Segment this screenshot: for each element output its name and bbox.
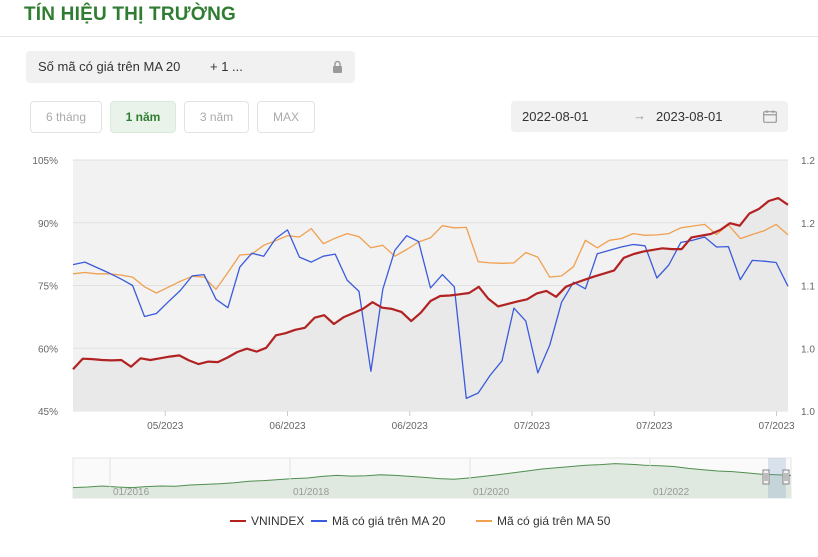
- market-signal-chart: 105% 90% 75% 60% 45% 1.2 1.2 1.1 1.0 1.0 05/2023…: [32, 156, 815, 528]
- indicator-select-value: Số mã có giá trên MA 20: [38, 59, 181, 74]
- legend-label: VNINDEX: [251, 514, 304, 528]
- x-tick-label: 07/2023: [758, 421, 795, 432]
- date-from[interactable]: 2022-08-01: [522, 109, 589, 124]
- y-tick-right: 1.0: [801, 407, 815, 418]
- y-tick-right: 1.0: [801, 344, 815, 355]
- navigator-tick-label: 01/2022: [653, 487, 690, 498]
- x-tick-label: 05/2023: [147, 421, 184, 432]
- navigator-selection: [768, 458, 786, 498]
- y-axis-right: 1.2 1.2 1.1 1.0 1.0: [801, 156, 815, 418]
- navigator-area: [73, 463, 791, 498]
- x-tick-label: 06/2023: [392, 421, 429, 432]
- header-divider: [0, 36, 818, 37]
- x-tick-label: 06/2023: [269, 421, 306, 432]
- period-3-years-button[interactable]: 3 năm: [184, 101, 249, 133]
- date-to[interactable]: 2023-08-01: [656, 109, 723, 124]
- calendar-icon[interactable]: [763, 110, 777, 123]
- navigator-tick-label: 01/2020: [473, 487, 510, 498]
- chart-series: [72, 196, 789, 400]
- y-tick-left: 105%: [32, 156, 58, 167]
- period-max-button[interactable]: MAX: [257, 101, 315, 133]
- y-tick-left: 60%: [38, 344, 58, 355]
- navigator-handle: [782, 469, 790, 485]
- legend-label: Mã có giá trên MA 50: [497, 514, 611, 528]
- indicator-select-more: + 1 ...: [210, 59, 243, 74]
- range-navigator[interactable]: 01/2016 01/2018 01/2020 01/2022: [72, 457, 792, 499]
- y-tick-left: 45%: [38, 407, 58, 418]
- y-tick-right: 1.2: [801, 219, 815, 230]
- y-tick-left: 75%: [38, 282, 58, 293]
- vnindex-area: [73, 198, 788, 411]
- period-1-year-button[interactable]: 1 năm: [110, 101, 176, 133]
- date-range-picker[interactable]: 2022-08-01 → 2023-08-01: [511, 101, 788, 132]
- y-tick-right: 1.2: [801, 156, 815, 167]
- navigator-line: [72, 463, 792, 489]
- date-arrow: →: [633, 108, 646, 123]
- series-line-ma20: [72, 229, 789, 400]
- x-tick-label: 07/2023: [636, 421, 673, 432]
- y-tick-right: 1.1: [801, 282, 815, 293]
- x-tick-label: 07/2023: [514, 421, 551, 432]
- chart-legend: VNINDEX Mã có giá trên MA 20 Mã có giá trê…: [230, 514, 611, 528]
- legend-label: Mã có giá trên MA 20: [332, 514, 446, 528]
- series-line-vnindex: [72, 196, 789, 370]
- y-tick-left: 90%: [38, 219, 58, 230]
- y-axis-left: 105% 90% 75% 60% 45%: [32, 156, 58, 418]
- period-6-months-button[interactable]: 6 tháng: [30, 101, 102, 133]
- x-axis: 05/2023 06/2023 06/2023 07/2023 07/2023 07/20…: [147, 411, 795, 432]
- navigator-tick-label: 01/2018: [293, 487, 330, 498]
- lock-icon: [333, 60, 342, 73]
- navigator-handle: [762, 469, 770, 485]
- navigator-tick-label: 01/2016: [113, 487, 150, 498]
- indicator-select[interactable]: Số mã có giá trên MA 20 + 1 ...: [26, 51, 355, 83]
- page-title: TÍN HIỆU THỊ TRƯỜNG: [24, 4, 237, 25]
